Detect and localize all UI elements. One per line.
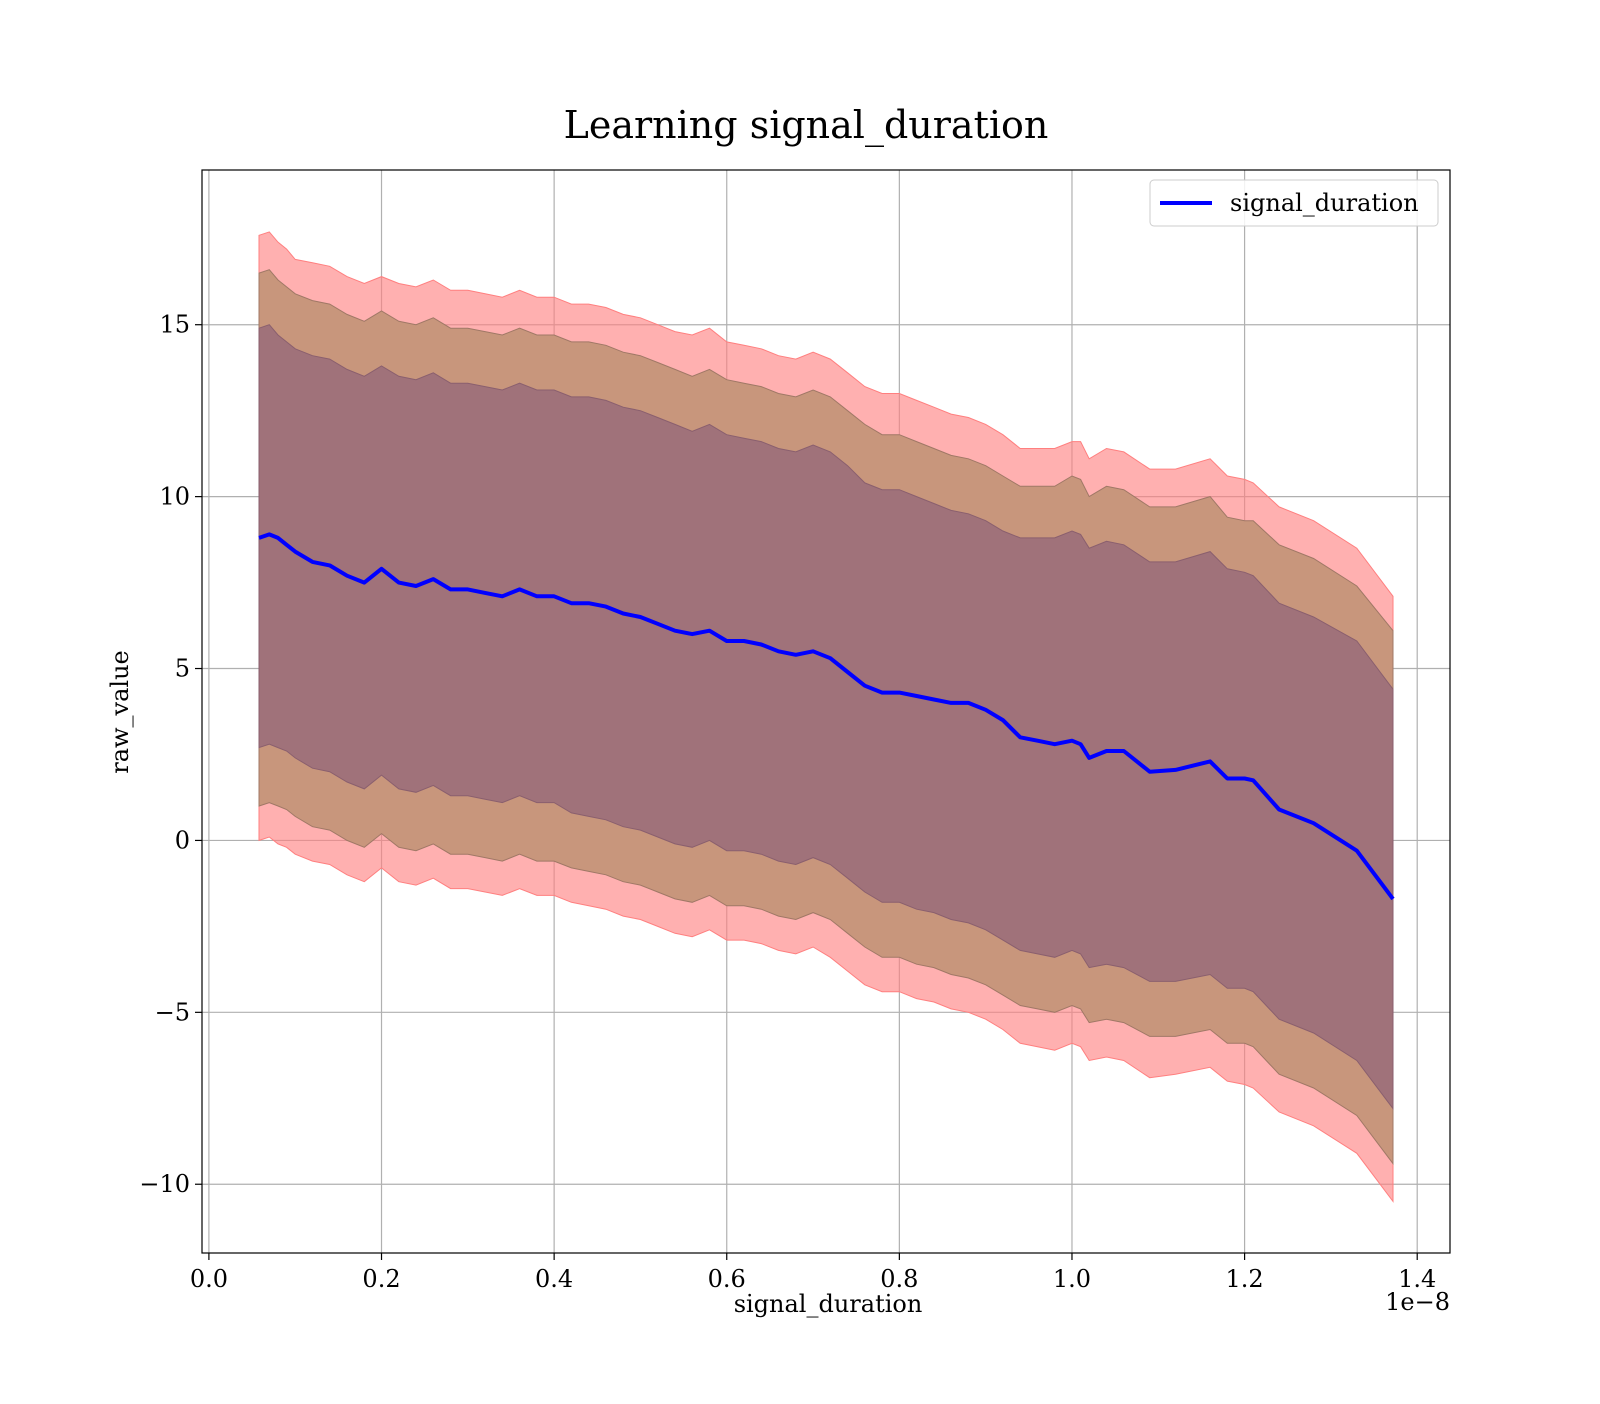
legend-box [1149,179,1439,227]
y-tick-label: −5 [155,998,190,1026]
y-axis-ticks: −10 −5 0 5 10 15 [139,311,202,1198]
x-tick-label: 0.6 [708,1265,746,1293]
x-axis-label: signal_duration [734,1290,923,1318]
x-tick-label: 1.4 [1398,1265,1436,1293]
plot-frame [201,169,1451,1254]
chart-title: Learning signal_duration [564,103,1049,148]
legend: signal_duration [1149,179,1439,227]
series-lines [258,532,1395,901]
y-tick-label: 0 [175,826,190,854]
y-tick-label: −10 [139,1170,190,1198]
x-tick-label: 0.2 [362,1265,400,1293]
confidence-bands [258,231,1394,1203]
y-axis-label: raw_value [106,650,134,774]
series-line-signal-duration [258,532,1395,901]
x-tick-label: 1.0 [1053,1265,1091,1293]
y-tick-label: 5 [175,655,190,683]
x-tick-label: 0.0 [190,1265,228,1293]
x-tick-label: 1.2 [1226,1265,1264,1293]
y-tick-label: 15 [159,311,190,339]
inner-band [258,324,1394,1111]
y-tick-label: 10 [159,483,190,511]
x-axis-offset-label: 1e−8 [1385,1288,1450,1316]
legend-label: signal_duration [1230,189,1419,217]
x-tick-label: 0.8 [880,1265,918,1293]
x-axis-ticks: 0.0 0.2 0.4 0.6 0.8 1.0 1.2 1.4 [190,1253,1436,1293]
x-tick-label: 0.4 [535,1265,573,1293]
